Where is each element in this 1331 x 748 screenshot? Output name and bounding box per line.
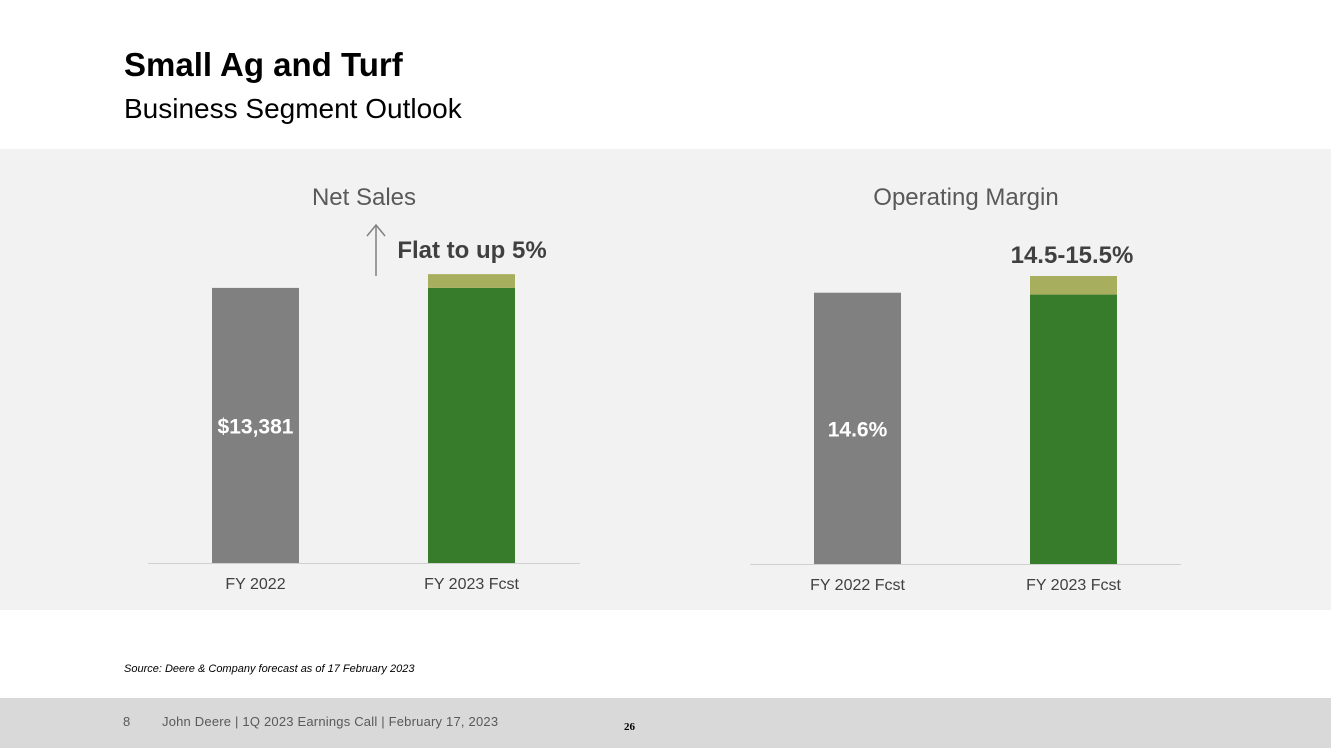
operating-margin-chart-title: Operating Margin xyxy=(873,184,1058,211)
footer-page-number: 8 xyxy=(123,714,131,729)
net-sales-bar-1 xyxy=(212,287,299,563)
source-note: Source: Deere & Company forecast as of 1… xyxy=(124,663,415,675)
up-arrow-icon xyxy=(366,223,386,237)
net-sales-range-segment-2 xyxy=(428,274,515,288)
net-sales-bar-2 xyxy=(428,287,515,563)
operating-margin-tick-label-1: FY 2022 Fcst xyxy=(810,577,905,594)
operating-margin-tick-label-2: FY 2023 Fcst xyxy=(1026,577,1121,594)
net-sales-tick-label-1: FY 2022 xyxy=(225,576,285,593)
slide-subtitle: Business Segment Outlook xyxy=(124,93,462,124)
footer-text: John Deere | 1Q 2023 Earnings Call | Feb… xyxy=(162,714,499,729)
operating-margin-annotation: 14.5-15.5% xyxy=(1011,242,1134,269)
net-sales-bar-label-1: $13,381 xyxy=(218,415,294,438)
operating-margin-bar-2 xyxy=(1030,294,1117,564)
footer-bar xyxy=(0,698,1331,748)
slide-title: Small Ag and Turf xyxy=(124,46,403,83)
net-sales-tick-label-2: FY 2023 Fcst xyxy=(424,576,519,593)
net-sales-annotation: Flat to up 5% xyxy=(397,237,546,264)
operating-margin-bar-label-1: 14.6% xyxy=(828,418,888,441)
net-sales-chart-title: Net Sales xyxy=(312,184,416,211)
operating-margin-bar-1 xyxy=(814,292,901,564)
operating-margin-range-segment-2 xyxy=(1030,276,1117,295)
slide-number: 26 xyxy=(624,721,635,733)
